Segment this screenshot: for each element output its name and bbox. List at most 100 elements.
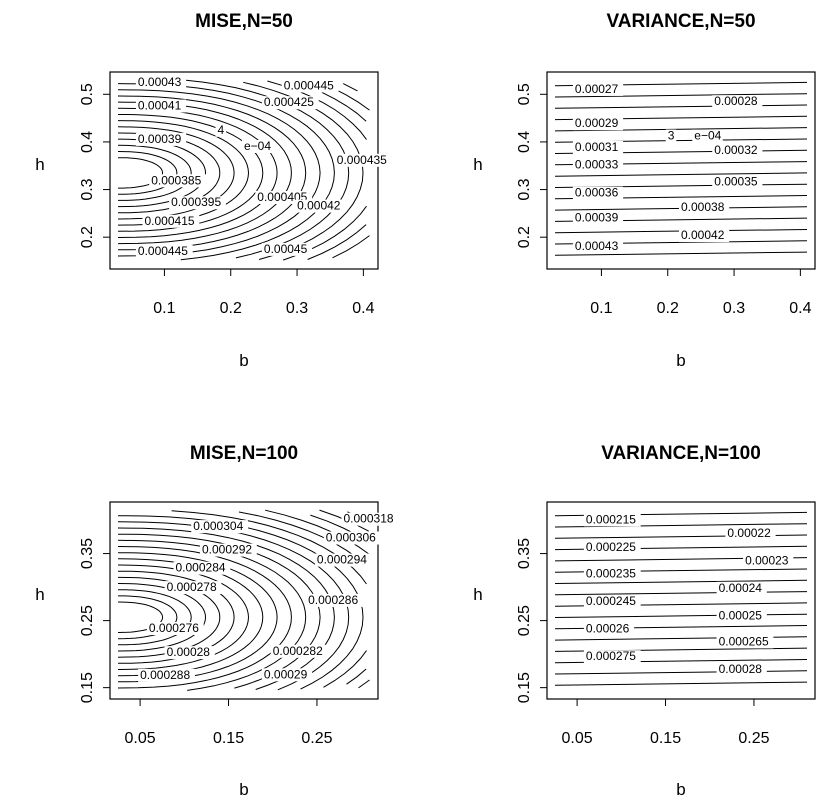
contour-line [117,527,335,690]
contour-labels: 0.000215 0.00022 0.000225 0.00023 0.000235 0.… [583,512,794,676]
x-axis: 0.1 0.2 0.3 0.4 [153,268,375,317]
contour-label-bg [716,662,767,676]
x-tick-label: 0.15 [213,730,244,747]
contour-line [117,151,178,195]
contour-label: 0.00043 [138,75,182,89]
contour-label: 0.00042 [297,199,341,213]
contour-label-bg [164,646,215,660]
contour-label-bg [164,581,222,595]
contour-label-bg [135,76,187,90]
y-axis: 0.15 0.25 0.35 [79,538,110,703]
contour-line [342,83,358,92]
y-tick-label: 0.4 [516,131,533,153]
x-tick-label: 0.2 [657,300,679,317]
x-tick-label: 0.1 [153,300,175,317]
contour-label: 0.00039 [138,132,182,146]
contour-label-bg [583,595,641,609]
contour-label: 4 [218,123,225,137]
contour-line [117,107,278,238]
x-tick-label: 0.4 [789,300,811,317]
contour-label: e−04 [694,129,721,143]
contour-label: 0.000286 [308,593,358,607]
contour-label: 0.00028 [719,662,763,676]
contour-label-bg [583,513,641,527]
contour-labels: 0.00043 0.000445 0.00041 0.000425 0.00039 4 e−… [135,75,392,258]
contour-label-bg [572,240,624,253]
contour-line [554,104,808,109]
contour-label-bg [306,593,363,607]
contour-label-bg [692,129,723,143]
y-axis-label: h [473,155,482,174]
contour-line [117,101,292,245]
contour-label-bg [583,650,641,664]
contour-label: 0.000288 [140,668,190,682]
contour-line [117,589,192,646]
contour-label: 0.00025 [719,608,763,622]
x-tick-label: 0.25 [301,730,332,747]
y-tick-label: 0.35 [79,538,96,569]
contour-label-bg [135,132,187,146]
contour-label: 0.000284 [176,561,226,575]
contour-line [554,251,808,256]
contour-label-bg [215,123,227,137]
contour-line [554,613,808,618]
contour-label-bg [716,635,774,649]
contour-label-bg [261,96,319,110]
contour-label-bg [146,622,204,635]
contour-label: 0.000292 [202,543,252,557]
contour-label: 0.000275 [586,649,636,663]
contour-line [117,601,164,633]
x-tick-label: 0.3 [286,300,308,317]
contour-line [265,509,370,689]
contour-labels: 0.00027 0.00028 0.00029 3 e−04 0.00031 0.00032… [572,82,763,253]
contour-label-bg [169,196,226,210]
y-tick-label: 0.25 [79,605,96,636]
contour-line [554,127,808,132]
contour-line [317,81,370,259]
contour-label: 0.00035 [714,175,758,189]
contour-label: 0.00033 [575,158,619,172]
contour-label-bg [261,668,313,682]
contour-label-bg [583,540,641,554]
contour-label: 0.000306 [326,531,376,545]
x-tick-label: 0.15 [650,730,681,747]
contour-label-bg [712,95,763,109]
y-tick-label: 0.35 [516,538,533,569]
contour-line [118,157,164,189]
contour-label: 0.000415 [145,214,195,228]
panel-title: VARIANCE,N=50 [606,11,755,32]
contour-label: 0.000425 [264,95,314,109]
contour-label: 0.00027 [575,82,619,96]
contour-label-bg [191,520,248,534]
y-axis-label: h [35,155,44,174]
y-tick-label: 0.2 [79,226,96,248]
contour-label-bg [572,211,624,225]
contour-label-bg [200,543,257,557]
contour-label: 0.000235 [586,567,636,581]
contour-label-bg [572,82,624,96]
contour-label: 0.00042 [681,228,725,242]
contour-label-bg [572,186,624,200]
contour-label: 0.00045 [264,242,308,256]
y-tick-label: 0.15 [516,672,533,703]
contour-label-bg [149,174,206,188]
contour-label-bg [314,553,372,567]
panel-title: MISE,N=100 [190,443,298,464]
contour-label: 0.00036 [575,186,619,200]
y-axis: 0.2 0.3 0.4 0.5 [516,83,547,248]
contour-label-bg [572,117,624,131]
x-tick-label: 0.4 [352,300,374,317]
contour-line [554,670,808,675]
contour-label: 0.000282 [273,644,323,658]
y-tick-label: 0.25 [516,605,533,636]
contour-label-bg [138,668,195,682]
contour-label-bg [572,158,624,172]
contour-label: 0.000304 [193,519,243,533]
contour-label: 0.000265 [719,634,769,648]
contour-labels: 0.000304 0.000318 0.000306 0.000292 0.000294… [138,512,399,682]
contour-label-bg [583,567,641,581]
x-axis-label: b [239,351,248,370]
contour-label: 3 [668,129,675,143]
x-axis: 0.05 0.15 0.25 [562,698,770,747]
